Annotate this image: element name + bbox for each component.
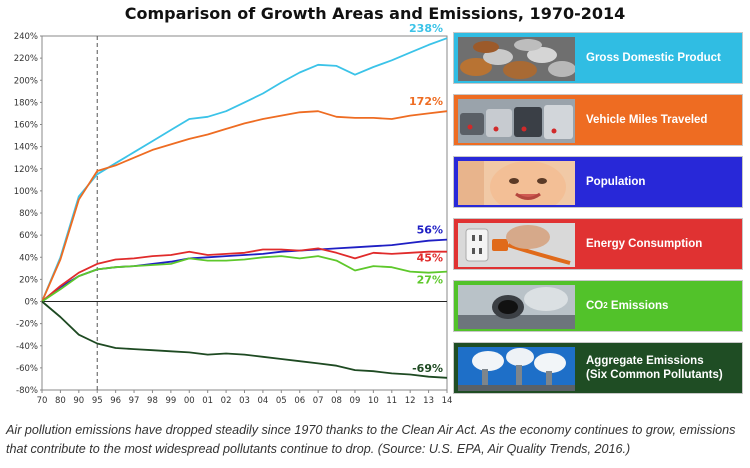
y-tick-label: 220% — [14, 54, 38, 64]
series-end-label: 172% — [409, 95, 443, 108]
y-tick-label: 100% — [14, 187, 38, 197]
x-tick-label: 99 — [165, 396, 176, 406]
caption: Air pollution emissions have dropped ste… — [6, 423, 736, 456]
y-tick-label: -40% — [16, 342, 38, 352]
series-line — [41, 110, 448, 302]
y-tick-label: -60% — [16, 364, 38, 374]
x-tick-label: 10 — [368, 396, 379, 406]
y-tick-label: 80% — [19, 209, 38, 219]
legend-label: Aggregate Emissions (Six Common Pollutan… — [586, 343, 738, 393]
y-tick-label: 20% — [19, 275, 38, 285]
coins-photo — [458, 37, 575, 81]
x-tick-label: 05 — [276, 396, 287, 406]
y-tick-label: 40% — [19, 253, 38, 263]
y-tick-label: 60% — [19, 231, 38, 241]
series-line — [41, 238, 448, 303]
legend-label: CO 2 Emissions — [586, 281, 738, 331]
x-tick-label: 01 — [202, 396, 213, 406]
power-plug-photo — [458, 223, 575, 267]
legend-label-co: CO — [586, 300, 604, 312]
x-tick-label: 96 — [110, 396, 121, 406]
series-end-label: 56% — [417, 224, 443, 237]
y-tick-label: 200% — [14, 76, 38, 86]
legend-label-line1: Aggregate Emissions — [586, 355, 704, 367]
series-end-label: 238% — [409, 22, 443, 35]
x-tick-label: 95 — [92, 396, 103, 406]
x-tick-label: 80 — [55, 396, 66, 406]
y-tick-label: 160% — [14, 121, 38, 131]
legend-label: Gross Domestic Product — [586, 52, 721, 64]
traffic-photo — [458, 99, 575, 143]
x-tick-label: 00 — [184, 396, 195, 406]
x-tick-label: 13 — [423, 396, 434, 406]
line-chart: -80% -60% -40% -20% 0% 20% 40% 60% 80% 100% 120% 14… — [14, 22, 453, 406]
legend-label: Vehicle Miles Traveled — [586, 114, 708, 126]
x-tick-label: 11 — [386, 396, 397, 406]
series-end-label: -69% — [412, 362, 443, 375]
legend-label-rest: Emissions — [607, 300, 669, 312]
smokestacks-photo — [458, 347, 575, 391]
axes: -80% -60% -40% -20% 0% 20% 40% 60% 80% 100% 120% 14… — [14, 32, 453, 406]
legend-label-line2: (Six Common Pollutants) — [586, 369, 723, 381]
x-tick-label: 09 — [350, 396, 361, 406]
series-line — [41, 300, 448, 379]
plot-frame — [41, 35, 448, 391]
x-tick-label: 98 — [147, 396, 158, 406]
series-end-label: 27% — [417, 274, 443, 287]
x-tick-label: 14 — [442, 396, 453, 406]
legend-label: Energy Consumption — [586, 238, 703, 250]
legend-item-co2: CO 2 Emissions — [453, 280, 743, 332]
x-tick-label: 02 — [221, 396, 232, 406]
series-line — [41, 247, 447, 303]
legend-item-gdp: Gross Domestic Product — [453, 32, 743, 84]
y-tick-label: 240% — [14, 32, 38, 42]
y-tick-label: 140% — [14, 143, 38, 153]
y-tick-label: -20% — [16, 320, 38, 330]
exhaust-pipe-photo — [458, 285, 575, 329]
x-tick-label: 90 — [73, 396, 84, 406]
x-tick-label: 97 — [129, 396, 140, 406]
x-tick-label: 70 — [37, 396, 48, 406]
x-tick-label: 04 — [257, 396, 268, 406]
x-tick-label: 08 — [331, 396, 342, 406]
x-tick-label: 12 — [405, 396, 416, 406]
y-tick-label: 0% — [25, 298, 39, 308]
series-line — [41, 255, 448, 303]
legend-item-population: Population — [453, 156, 743, 208]
x-tick-label: 07 — [313, 396, 324, 406]
legend-label: Population — [586, 176, 646, 188]
y-tick-label: 180% — [14, 98, 38, 108]
baby-photo — [458, 161, 575, 205]
legend-item-vmt: Vehicle Miles Traveled — [453, 94, 743, 146]
x-tick-label: 06 — [294, 396, 305, 406]
y-tick-label: -80% — [16, 386, 38, 396]
end-labels: 238% 172% 56% 45% 27% -69% — [409, 22, 443, 375]
legend-label-subscript: 2 — [603, 301, 608, 310]
legend-item-aggregate: Aggregate Emissions (Six Common Pollutan… — [453, 342, 743, 394]
chart-title: Comparison of Growth Areas and Emissions… — [124, 4, 626, 23]
series-end-label: 45% — [417, 252, 443, 265]
legend-item-energy: Energy Consumption — [453, 218, 743, 270]
series-lines — [41, 37, 448, 379]
x-tick-label: 03 — [239, 396, 250, 406]
y-tick-label: 120% — [14, 165, 38, 175]
